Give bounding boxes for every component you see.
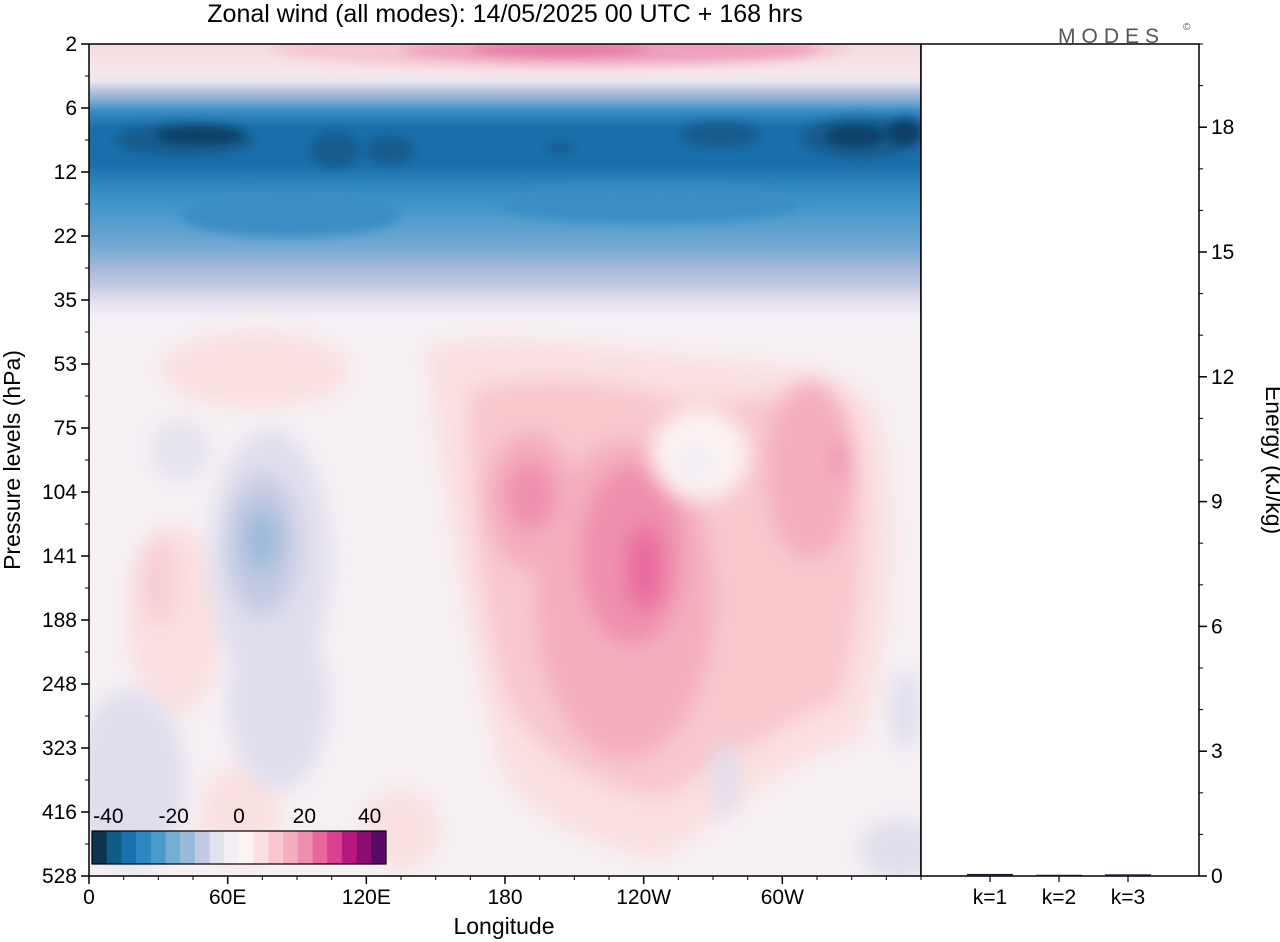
colorbar-swatch [136,831,152,864]
longitude-tick-label: 120E [342,886,391,909]
wavenumber-tick-label: k=3 [1111,886,1145,909]
colorbar-swatch [341,831,357,864]
colorbar-swatch [297,831,313,864]
pressure-tick-label: 141 [42,545,77,568]
longitude-tick-label: 60E [209,886,246,909]
easterly-core-band [115,118,921,237]
energy-tick-label: 9 [1211,491,1223,514]
longitude-tick-label: 120W [616,886,671,909]
longitude-tick-label: 180 [487,886,522,909]
colorbar-swatch [224,831,240,864]
longitude-tick-label: 0 [83,886,95,909]
colorbar-swatch [150,831,166,864]
colorbar-swatch [253,831,269,864]
pressure-tick-label: 35 [54,289,77,312]
pressure-tick-label: 528 [42,865,77,888]
wavenumber-tick-label: k=1 [973,886,1007,909]
colorbar-swatch [194,831,210,864]
energy-tick-label: 3 [1211,740,1223,763]
easterly-regions [89,420,921,876]
pressure-axis: 2 6 12 22 35 53 75 104 141 188 248 323 416 528 [42,33,89,888]
pressure-tick-label: 248 [42,673,77,696]
energy-tick-label: 12 [1211,366,1234,389]
colorbar-swatch [180,831,196,864]
colorbar-swatch [121,831,137,864]
pressure-tick-label: 6 [65,97,77,120]
colorbar-swatch [165,831,181,864]
colorbar-swatch [371,831,387,864]
pressure-tick-label: 104 [42,481,77,504]
energy-tick-label: 15 [1211,241,1234,264]
colorbar-swatch [106,831,122,864]
colorbar-swatch [283,831,299,864]
energy-bar [967,873,1013,876]
longitude-tick-label: 60W [761,886,804,909]
energy-tick-label: 6 [1211,615,1223,638]
energy-bar [1036,874,1082,877]
westerly-regions [127,332,893,870]
pressure-tick-label: 2 [65,33,77,56]
colorbar-swatch [239,831,255,864]
energy-bars [967,873,1151,877]
pressure-tick-label: 75 [54,417,77,440]
colorbar-frame [91,830,387,865]
upper-westerly-layer [270,44,850,68]
longitude-axis-label: Longitude [453,913,554,939]
pressure-tick-label: 416 [42,801,77,824]
colorbar: -40 -20 0 20 40 [91,805,387,865]
pressure-tick-label: 12 [54,161,77,184]
pressure-tick-label: 53 [54,353,77,376]
energy-tick-label: 0 [1211,865,1223,888]
wavenumber-axis: k=1 k=2 k=3 [973,876,1145,909]
colorbar-swatch [92,831,108,864]
chart-title: Zonal wind (all modes): 14/05/2025 00 UT… [207,0,802,28]
colorbar-tick-label: 20 [293,805,316,828]
heatmap-plot [89,44,921,876]
colorbar-tick-label: 0 [233,805,245,828]
pressure-tick-label: 22 [54,225,77,248]
colorbar-tick-label: -20 [158,805,188,828]
modes-logo-mark: © [1183,22,1191,33]
colorbar-tick-label: -40 [93,805,123,828]
colorbar-swatch [327,831,343,864]
colorbar-swatch [268,831,284,864]
colorbar-swatch [356,831,372,864]
energy-axis-label: Energy (kJ/kg) [1261,386,1280,534]
pressure-axis-label: Pressure levels (hPa) [0,350,25,570]
energy-bar [1105,874,1151,876]
modes-logo: MODES © [1058,22,1191,48]
pressure-tick-label: 188 [42,609,77,632]
colorbar-tick-label: 40 [358,805,381,828]
modes-logo-text: MODES [1058,25,1165,48]
colorbar-swatch [209,831,225,864]
energy-panel-frame [920,43,1200,877]
energy-axis: 0 3 6 9 12 15 18 [1199,43,1234,888]
pressure-tick-label: 323 [42,737,77,760]
longitude-axis: 0 60E 120E 180 120W 60W [83,876,922,909]
wavenumber-tick-label: k=2 [1042,886,1076,909]
energy-tick-label: 18 [1211,116,1234,139]
colorbar-swatch [312,831,328,864]
